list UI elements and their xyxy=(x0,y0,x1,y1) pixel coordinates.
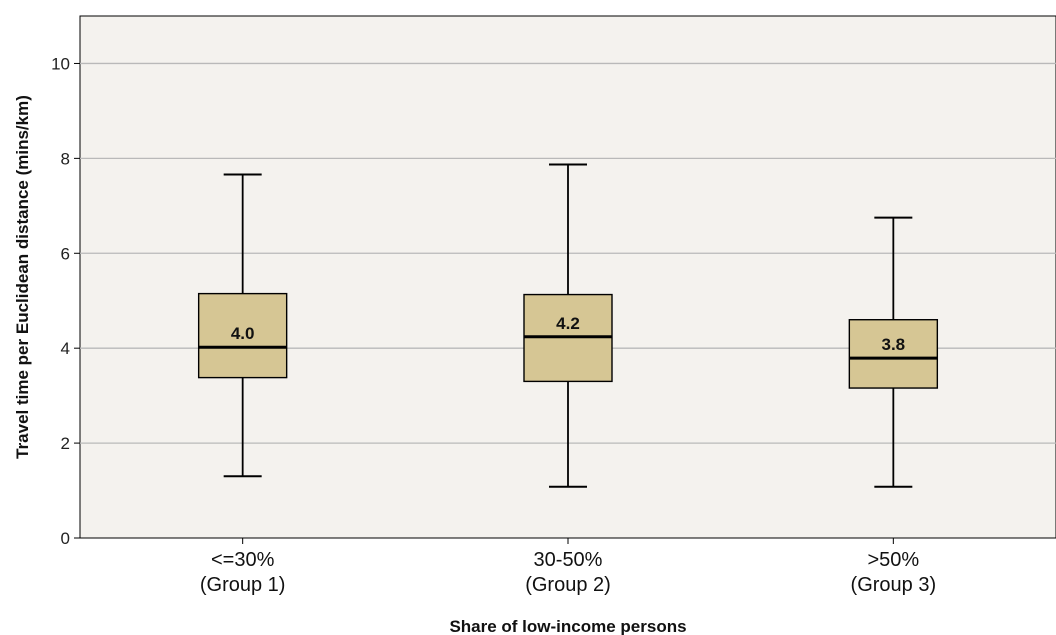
box-iqr xyxy=(197,292,288,379)
box-group: 4.2 xyxy=(523,163,613,488)
median-value-label: 4.2 xyxy=(556,314,580,333)
y-tick-label: 10 xyxy=(51,54,70,73)
y-axis-title: Travel time per Euclidean distance (mins… xyxy=(13,95,32,459)
y-tick-label: 6 xyxy=(61,244,70,263)
box-iqr xyxy=(848,319,939,389)
y-tick-label: 0 xyxy=(61,529,70,548)
box-group: 3.8 xyxy=(848,216,939,488)
median-value-label: 4.0 xyxy=(231,324,255,343)
x-category-sublabel: (Group 2) xyxy=(525,574,611,596)
x-axis-categories: <=30% (Group 1) 30-50% (Group 2) >50% (Group … xyxy=(200,538,936,596)
x-category-label: 30-50% xyxy=(534,549,603,571)
median-value-label: 3.8 xyxy=(882,335,906,354)
x-category-sublabel: (Group 1) xyxy=(200,574,286,596)
y-axis-ticks: 0 2 4 6 8 10 xyxy=(51,54,80,548)
x-category-label: >50% xyxy=(867,549,919,571)
box-group: 4.0 xyxy=(197,173,288,478)
x-category-sublabel: (Group 3) xyxy=(851,574,937,596)
x-axis-title: Share of low-income persons xyxy=(449,617,686,635)
y-tick-label: 4 xyxy=(61,339,70,358)
y-tick-label: 8 xyxy=(61,149,70,168)
y-tick-label: 2 xyxy=(61,434,70,453)
x-category-label: <=30% xyxy=(211,549,275,571)
box-series: 4.0 4.2 3.8 xyxy=(197,163,939,488)
